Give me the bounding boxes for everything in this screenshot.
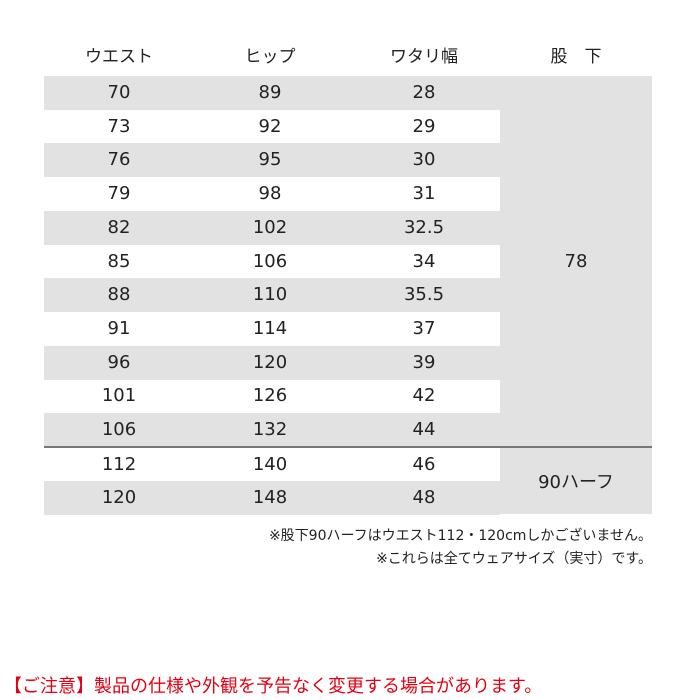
header-inseam: 股 下 [550,47,602,67]
cell-thigh-width: 37 [412,317,436,339]
inseam-cell-78: 78 [500,76,652,446]
cell-hip: 140 [252,453,288,475]
table-row: 88 110 35.5 [44,278,500,313]
cell-thigh-width: 30 [412,149,436,171]
cell-waist: 79 [107,183,131,205]
cell-thigh-width: 39 [412,351,436,373]
cell-waist: 88 [107,284,131,306]
cell-thigh-width: 32.5 [403,216,445,238]
table-row: 101 126 42 [44,379,500,413]
cell-hip: 132 [252,419,288,440]
note-1: ※股下90ハーフはウエスト112・120cmしかございません。 [268,528,652,544]
cell-hip: 114 [252,317,288,339]
cell-waist: 73 [107,115,131,137]
table-row: 112 140 46 [44,448,500,482]
cell-hip: 95 [258,149,282,171]
cell-hip: 92 [258,115,282,137]
cell-thigh-width: 34 [412,250,436,272]
cell-waist: 82 [107,216,131,238]
cell-waist: 76 [107,149,131,171]
warning-text: 【ご注意】製品の仕様や外観を予告なく変更する場合があります。 [4,676,543,697]
cell-hip: 126 [252,385,288,407]
cell-thigh-width: 42 [412,385,436,407]
cell-hip: 89 [258,82,282,103]
cell-waist: 70 [107,82,131,103]
cell-thigh-width: 44 [412,419,436,440]
table-row: 120 148 48 [44,481,500,516]
cell-thigh-width: 48 [412,487,436,509]
table-row: 70 89 28 [44,76,500,110]
cell-waist: 101 [101,385,137,407]
table-row: 82 102 32.5 [44,210,500,245]
table-row: 91 114 37 [44,312,500,346]
header-thigh-width: ワタリ幅 [390,47,458,67]
cell-waist: 91 [107,317,131,339]
cell-thigh-width: 29 [412,115,436,137]
table-row: 73 92 29 [44,110,500,144]
section-divider [44,446,652,448]
cell-hip: 98 [258,183,282,205]
table-row: 106 132 44 [44,413,500,447]
header-waist: ウエスト [85,47,153,67]
cell-waist: 120 [101,487,137,509]
table-row: 76 95 30 [44,143,500,178]
inseam-cell-90-half: 90ハーフ [500,448,652,514]
header-hip: ヒップ [244,47,296,67]
cell-hip: 110 [252,284,288,306]
cell-thigh-width: 46 [412,453,436,475]
cell-hip: 148 [252,487,288,509]
cell-waist: 112 [101,453,137,475]
cell-waist: 85 [107,250,131,272]
cell-hip: 120 [252,351,288,373]
cell-waist: 96 [107,351,131,373]
note-2: ※これらは全てウェアサイズ（実寸）です。 [376,551,652,567]
table-row: 79 98 31 [44,177,500,211]
cell-hip: 102 [252,216,288,238]
cell-thigh-width: 28 [412,82,436,103]
table-row: 85 106 34 [44,245,500,279]
cell-waist: 106 [101,419,137,440]
cell-thigh-width: 35.5 [403,284,445,306]
table-row: 96 120 39 [44,345,500,380]
cell-hip: 106 [252,250,288,272]
cell-thigh-width: 31 [412,183,436,205]
